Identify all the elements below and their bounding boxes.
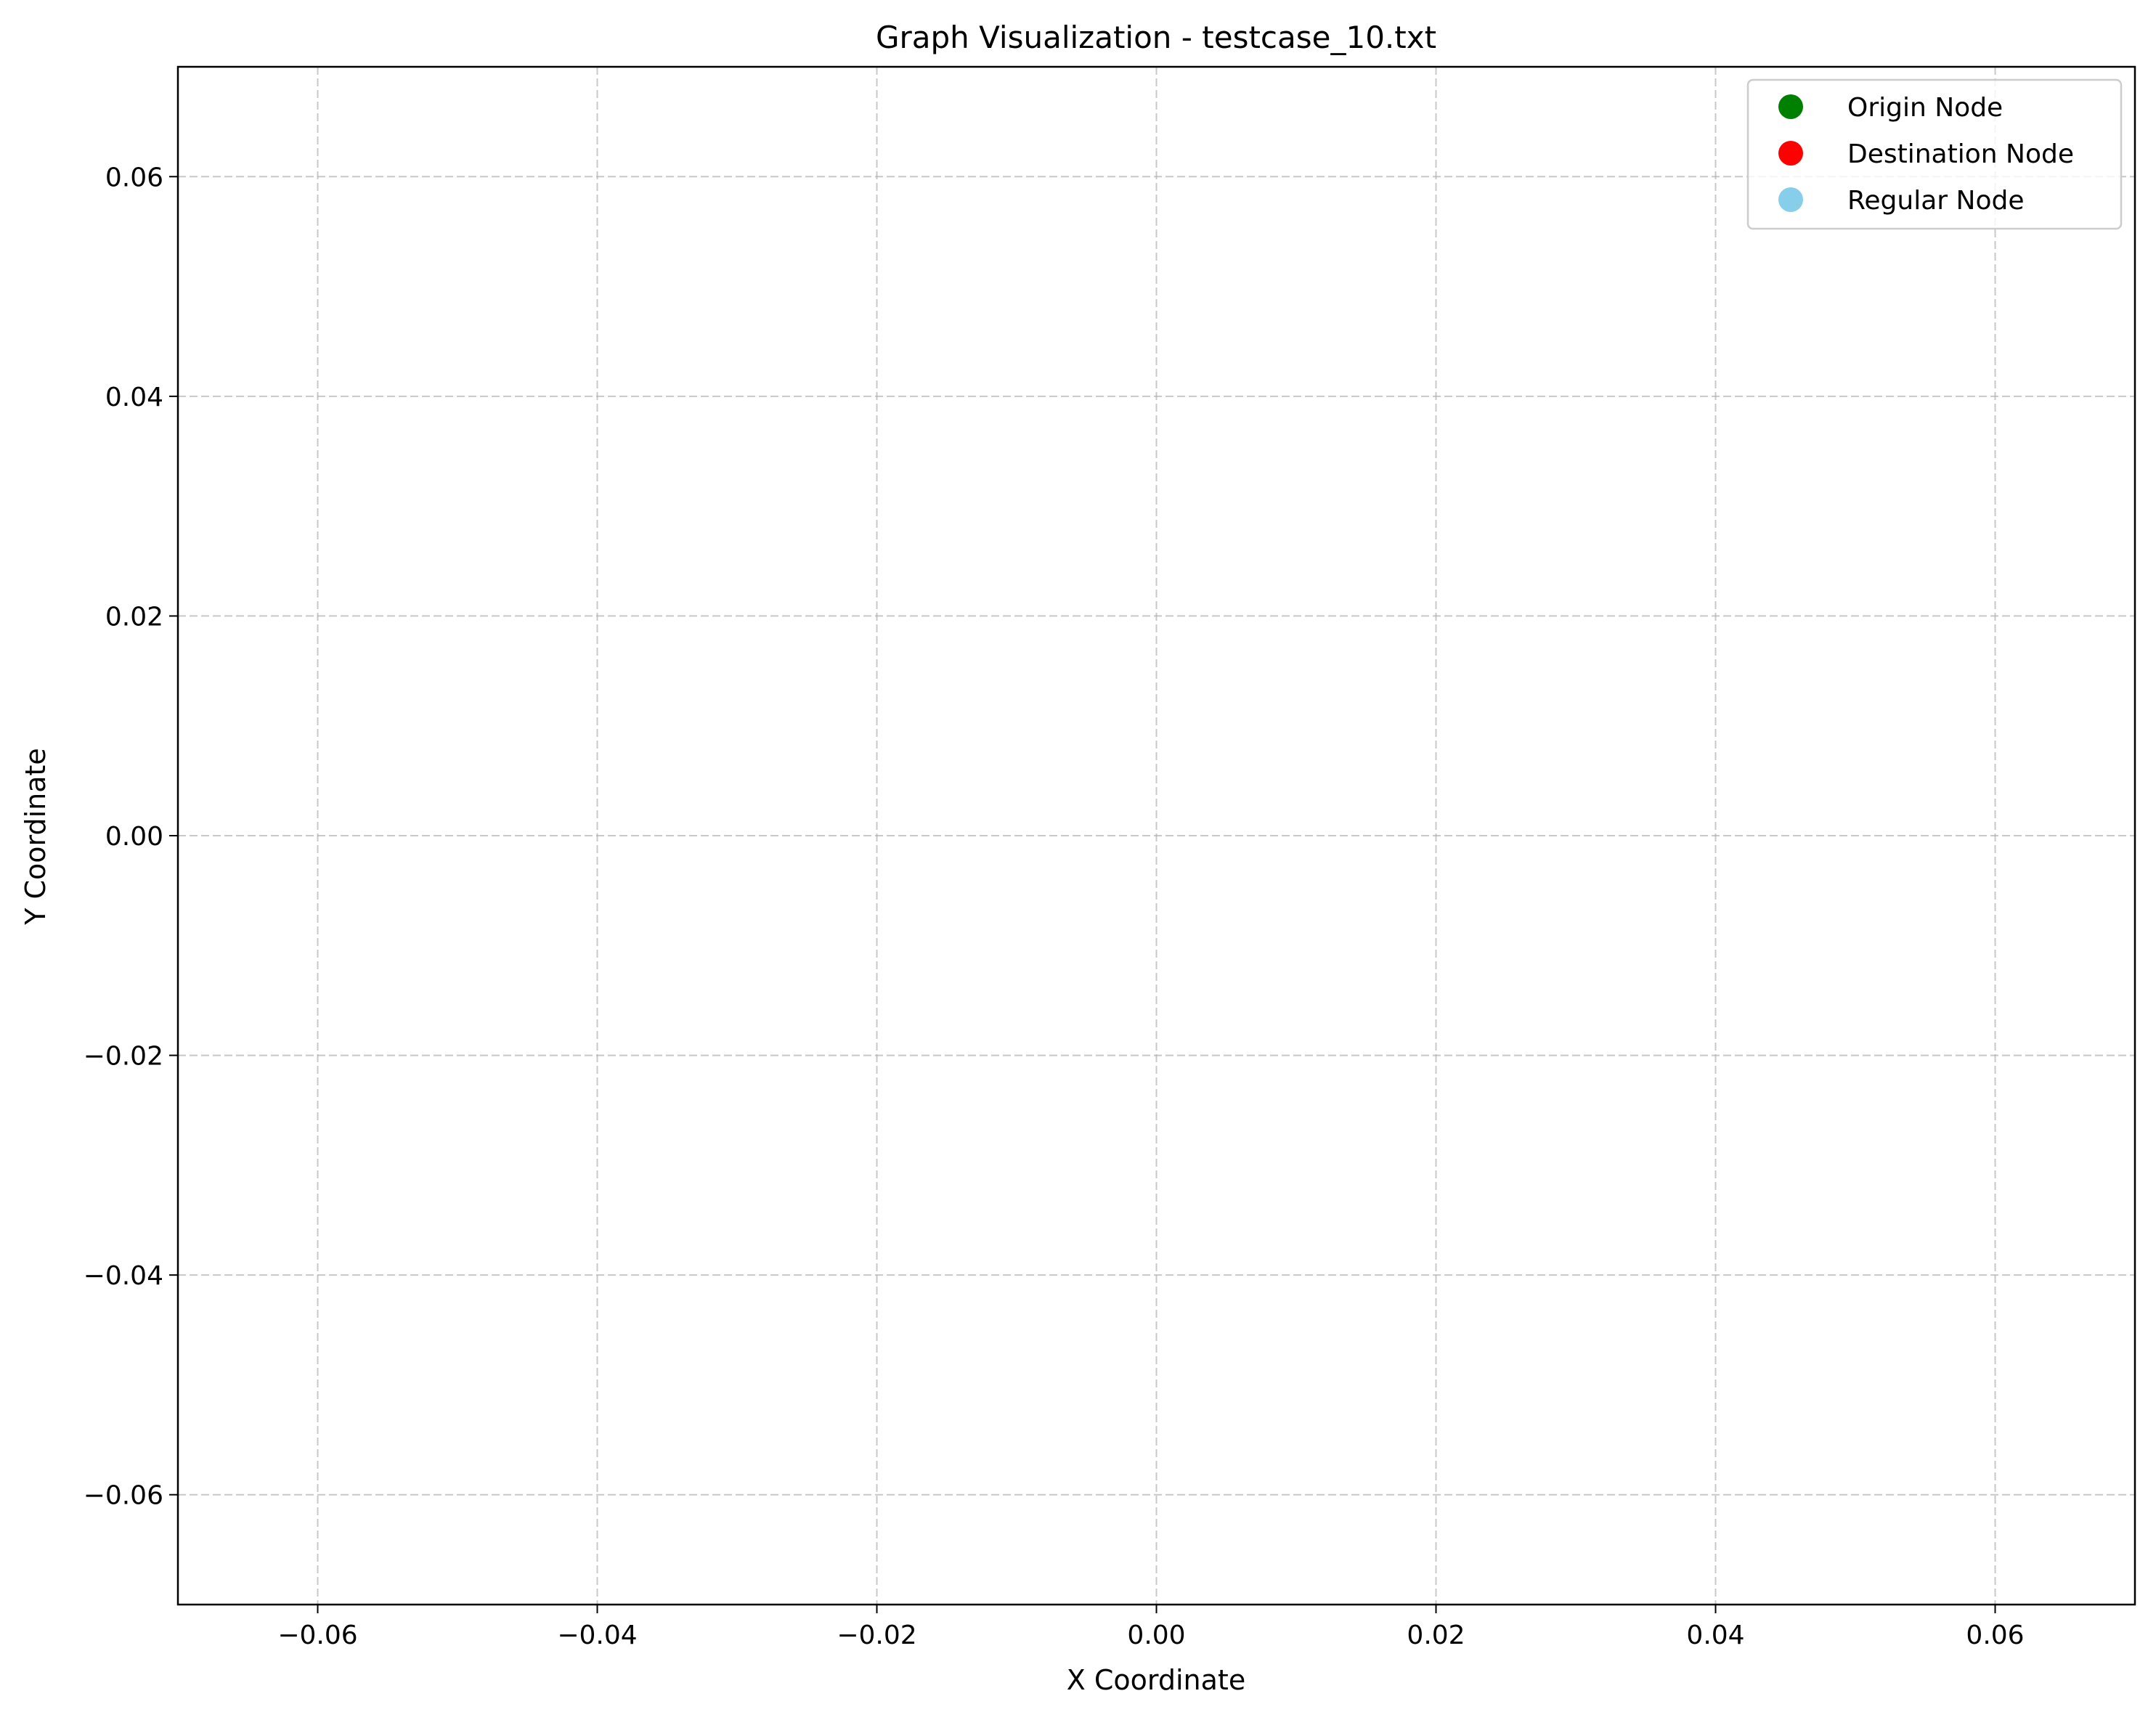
y-tick-label: 0.00 (105, 822, 163, 852)
x-axis-label: X Coordinate (1067, 1664, 1245, 1696)
x-tick-label: 0.06 (1966, 1621, 2024, 1650)
x-tick-label: 0.00 (1127, 1621, 1185, 1650)
legend: Origin Node Destination Node Regular Node (1746, 78, 2123, 230)
y-tick-label: −0.04 (84, 1261, 163, 1291)
legend-frame (1746, 78, 2123, 230)
x-tick-label: −0.06 (277, 1621, 357, 1650)
x-tick-label: 0.02 (1407, 1621, 1465, 1650)
y-axis-label: Y Coordinate (20, 748, 52, 926)
legend-label: Regular Node (1847, 186, 2024, 216)
y-tick-label: −0.06 (84, 1481, 163, 1511)
x-tick-label: −0.04 (557, 1621, 637, 1650)
y-tick-label: 0.04 (105, 383, 163, 412)
y-tick-label: −0.02 (84, 1042, 163, 1072)
chart-title: Graph Visualization - testcase_10.txt (876, 20, 1436, 55)
axis-ticks: −0.06 −0.04 −0.02 0.00 0.02 0.04 0.06 −0.06 −0.0… (84, 163, 2025, 1650)
y-tick-label: 0.02 (105, 602, 163, 632)
legend-marker (1778, 187, 1803, 212)
x-tick-label: −0.02 (837, 1621, 916, 1650)
legend-marker (1778, 141, 1803, 166)
legend-marker (1778, 94, 1803, 119)
x-tick-label: 0.04 (1686, 1621, 1744, 1650)
legend-label: Destination Node (1847, 139, 2074, 169)
legend-label: Origin Node (1847, 93, 2003, 123)
y-tick-label: 0.06 (105, 163, 163, 192)
